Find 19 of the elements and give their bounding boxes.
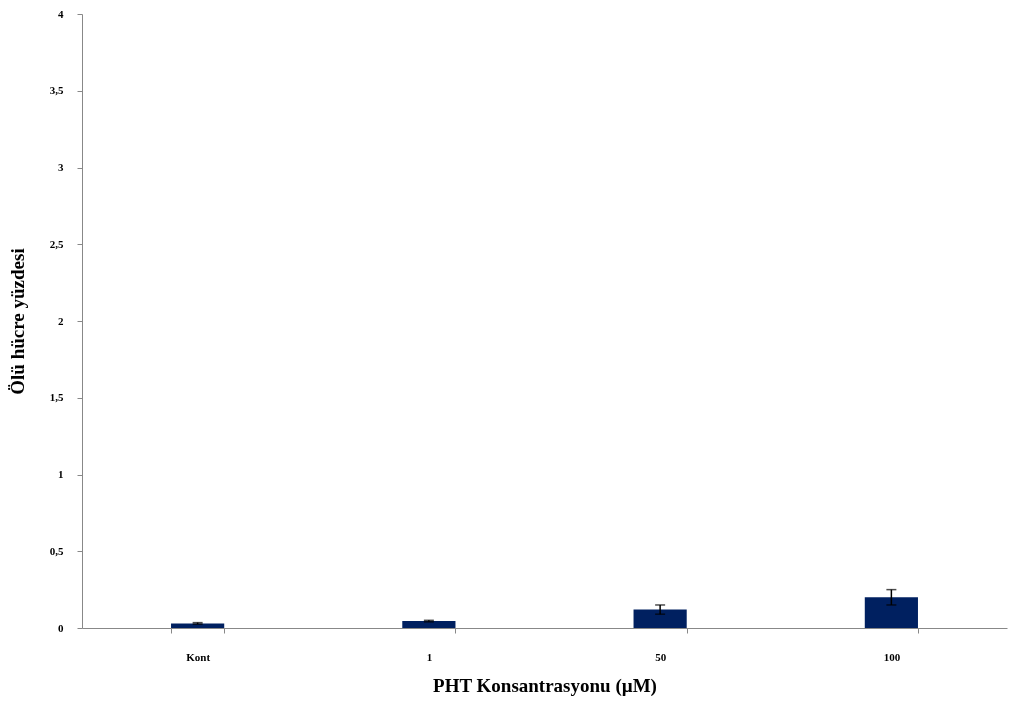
- bar: [864, 597, 918, 628]
- x-tick-label: Kont: [186, 650, 211, 663]
- bar: [402, 621, 456, 628]
- x-tick-label: 50: [655, 650, 667, 663]
- y-tick-label: 0: [58, 621, 64, 634]
- y-tick-label: 0,5: [49, 544, 64, 557]
- x-tick-label: 100: [883, 650, 901, 663]
- bar: [633, 609, 687, 628]
- y-axis-title: Ölü hücre yüzdesi: [6, 248, 28, 395]
- x-axis-title: PHT Konsantrasyonu (µM): [433, 674, 657, 697]
- y-tick-label: 3,5: [49, 84, 64, 97]
- y-tick-label: 1,5: [49, 391, 64, 404]
- bar: [171, 623, 225, 628]
- x-tick-label: 1: [426, 650, 433, 663]
- y-tick-label: 4: [58, 7, 64, 20]
- y-tick-label: 2,5: [49, 237, 64, 250]
- y-tick-label: 2: [58, 314, 64, 327]
- y-tick-label: 3: [58, 161, 64, 173]
- y-tick-label: 1: [58, 468, 64, 480]
